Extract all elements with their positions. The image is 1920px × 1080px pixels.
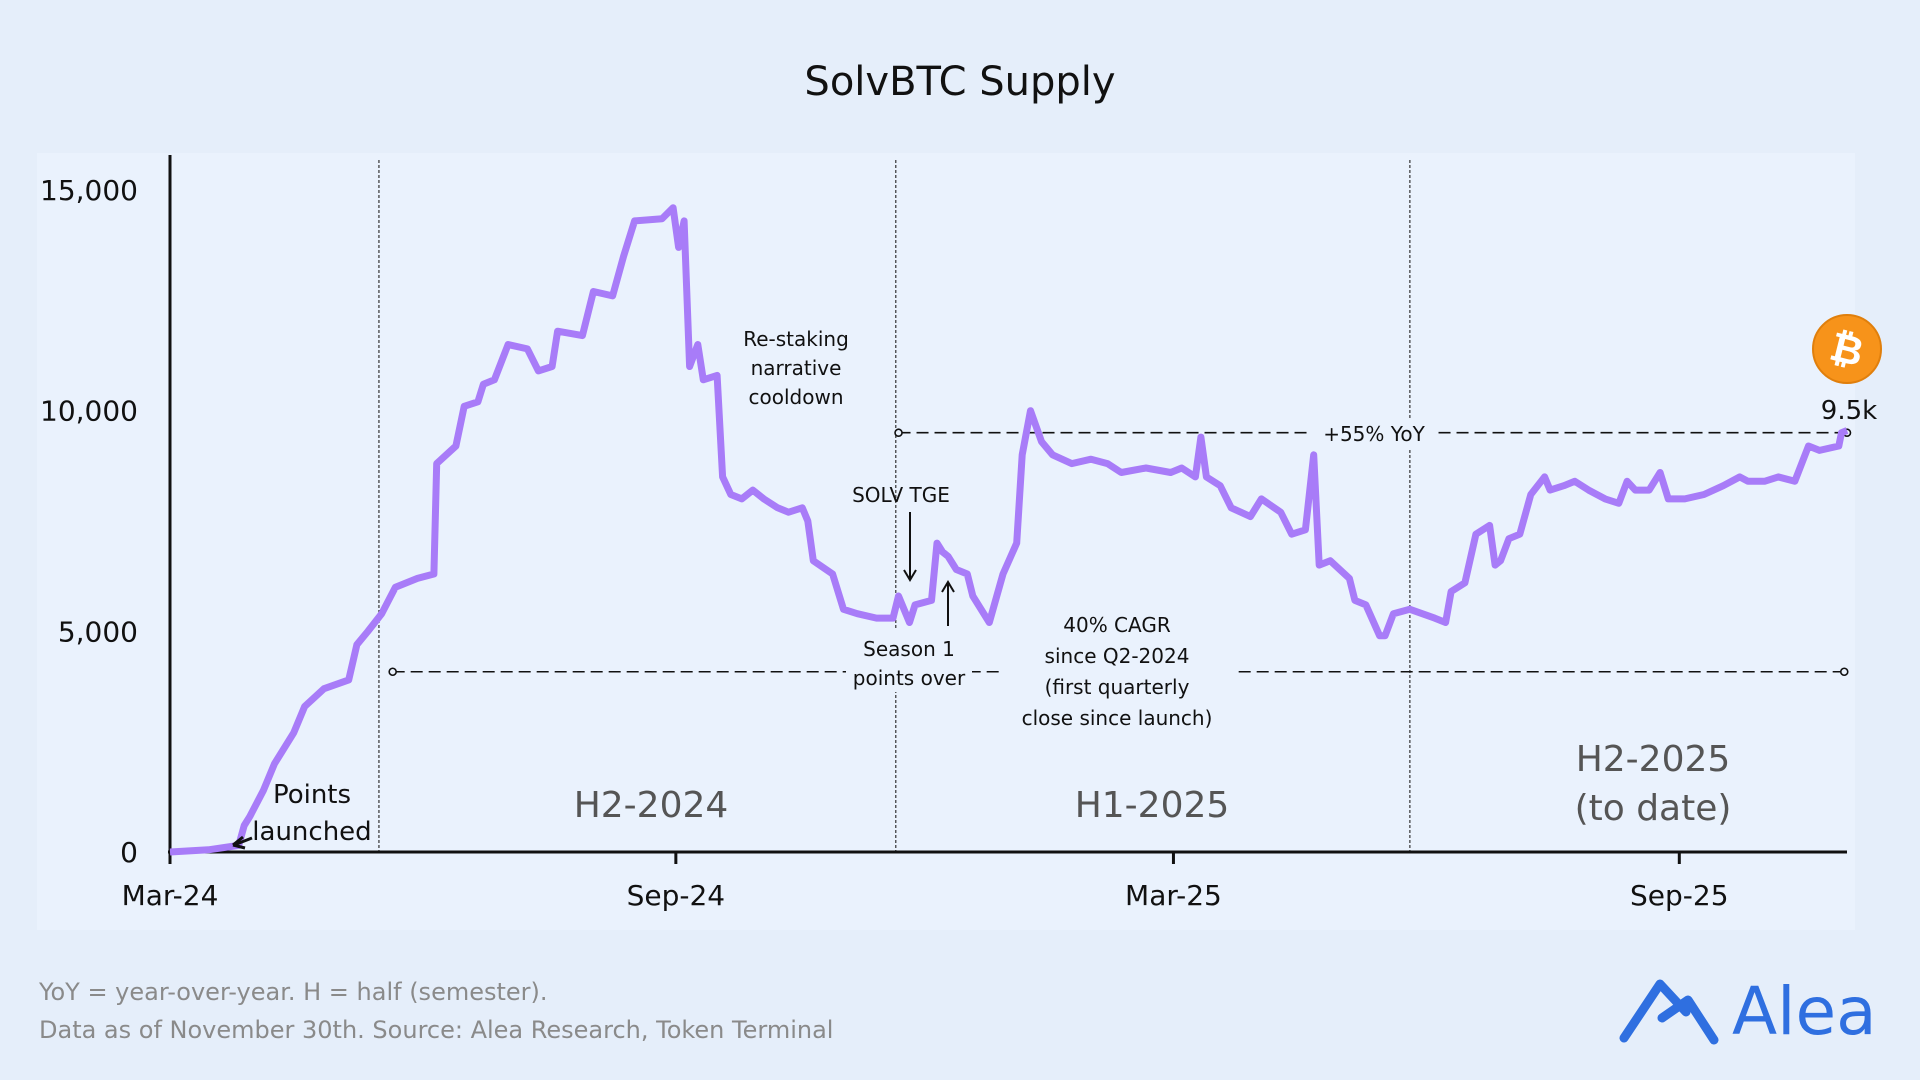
x-tick-label: Sep-25 xyxy=(1630,879,1729,912)
arrow-down-icon xyxy=(903,512,917,582)
last-value-label: 9.5k xyxy=(1821,396,1877,426)
bitcoin-icon: ₿ xyxy=(1812,314,1882,384)
arrow-left-icon xyxy=(232,835,253,850)
footnote-line-2: Data as of November 30th. Source: Alea R… xyxy=(39,1016,833,1044)
restaking-label-3: cooldown xyxy=(749,385,844,409)
cagr-label-4: close since launch) xyxy=(1022,706,1213,730)
restaking-label-1: Re-staking xyxy=(743,327,849,351)
brand-name: Alea xyxy=(1732,973,1877,1050)
y-tick-label: 5,000 xyxy=(58,615,138,648)
season1-label-1: Season 1 xyxy=(863,637,955,661)
arrow-up-icon xyxy=(941,580,955,626)
period-label-to-date: (to date) xyxy=(1575,788,1732,829)
x-tick-label: Sep-24 xyxy=(627,879,726,912)
y-tick-label: 15,000 xyxy=(40,174,138,207)
reference-line-end-marker xyxy=(1839,667,1849,677)
points-launched-label-2: launched xyxy=(252,817,371,847)
y-tick-label: 10,000 xyxy=(40,395,138,428)
restaking-label-2: narrative xyxy=(751,356,842,380)
yoy-label: +55% YoY xyxy=(1323,422,1425,446)
period-label-h2-2025: H2-2025 xyxy=(1576,739,1731,780)
reference-line-start-marker xyxy=(894,428,903,438)
cagr-label-2: since Q2-2024 xyxy=(1045,644,1190,668)
plot-panel xyxy=(37,153,1855,930)
chart-title: SolvBTC Supply xyxy=(804,59,1115,105)
y-tick-label: 0 xyxy=(120,836,138,869)
cagr-label-3: (first quarterly xyxy=(1045,675,1190,699)
reference-line-start-marker xyxy=(388,667,397,677)
footnote-line-1: YoY = year-over-year. H = half (semester… xyxy=(38,978,548,1006)
points-launched-label: Points xyxy=(273,780,351,810)
season1-label-2: points over xyxy=(853,666,966,690)
solv-tge-label: SOLV TGE xyxy=(852,483,950,507)
period-label-h2-2024: H2-2024 xyxy=(574,785,729,826)
cagr-label-1: 40% CAGR xyxy=(1063,613,1171,637)
x-tick-label: Mar-25 xyxy=(1125,879,1222,912)
x-tick-label: Mar-24 xyxy=(122,879,219,912)
series-line xyxy=(169,204,1849,856)
period-label-h1-2025: H1-2025 xyxy=(1075,785,1230,826)
alea-logo: Alea xyxy=(1619,973,1877,1050)
